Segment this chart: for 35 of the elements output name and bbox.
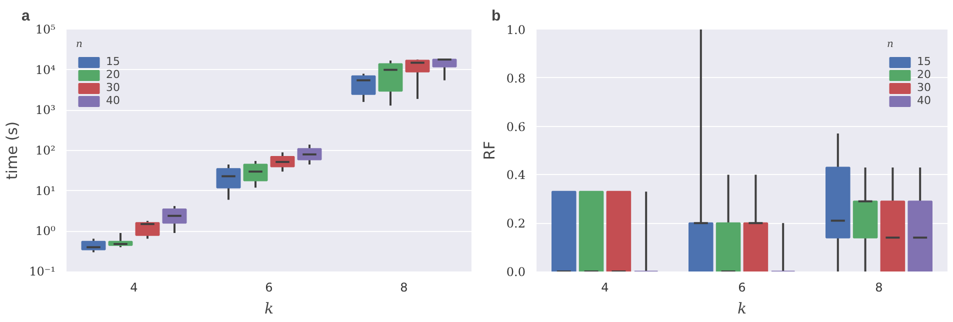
legend-title: n xyxy=(887,39,894,50)
y-tick-label: 0.4 xyxy=(506,168,526,182)
legend-label: 40 xyxy=(106,94,121,107)
y-tick-label: 10³ xyxy=(35,103,56,118)
legend-label: 30 xyxy=(917,81,932,94)
y-tick-label: 10¹ xyxy=(35,184,56,198)
chart-title: b xyxy=(492,8,501,24)
legend-label: 20 xyxy=(106,68,121,81)
x-tick-label: 8 xyxy=(875,280,883,294)
legend-title: n xyxy=(76,39,84,50)
legend-label: 30 xyxy=(106,81,121,94)
y-tick-label: 0.0 xyxy=(506,265,526,279)
x-tick-label: 4 xyxy=(130,280,138,294)
y-tick-label: 0.8 xyxy=(506,71,526,86)
y-tick-label: 10⁵ xyxy=(35,22,56,36)
chart-title: a xyxy=(22,8,30,24)
y-tick-label: 10⁴ xyxy=(35,62,56,77)
y-tick-label: 1.0 xyxy=(506,23,526,37)
legend-label: 15 xyxy=(917,55,932,68)
x-axis-title: k xyxy=(737,300,747,318)
y-tick-label: 0.6 xyxy=(506,120,526,134)
y-axis-title: time (s) xyxy=(3,121,22,180)
legend-label: 15 xyxy=(106,55,121,68)
x-tick-label: 4 xyxy=(601,280,609,294)
y-tick-label: 10² xyxy=(35,144,56,158)
x-axis-title: k xyxy=(264,300,274,318)
y-tick-label: 10⁻¹ xyxy=(29,264,56,278)
y-axis-title: RF xyxy=(480,140,498,160)
legend-label: 40 xyxy=(917,94,932,107)
y-tick-label: 0.2 xyxy=(506,216,526,231)
x-tick-label: 8 xyxy=(400,280,408,294)
y-tick-label: 10⁰ xyxy=(35,224,56,238)
x-tick-label: 6 xyxy=(265,280,273,294)
legend-label: 20 xyxy=(917,68,932,81)
x-tick-label: 6 xyxy=(738,280,746,294)
